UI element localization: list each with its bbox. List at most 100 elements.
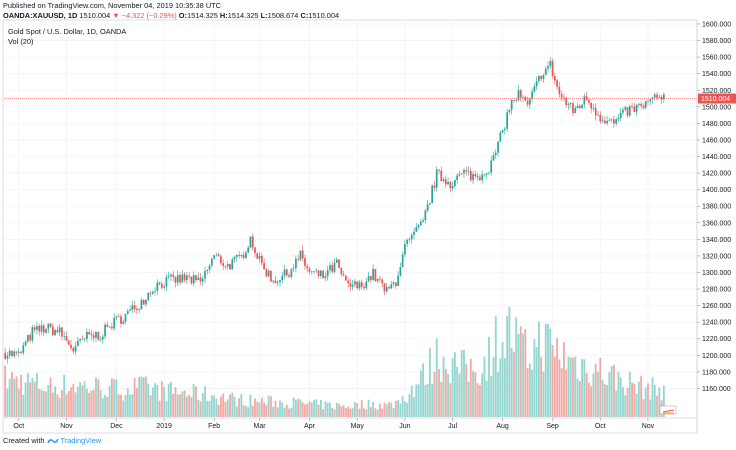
- volume-bar: [95, 377, 97, 417]
- volume-bar: [417, 384, 420, 417]
- volume-bar: [651, 377, 654, 417]
- volume-bar: [519, 326, 522, 417]
- x-tick-label: Jul: [448, 423, 457, 430]
- candle-body: [619, 112, 622, 118]
- volume-bar: [453, 352, 456, 417]
- candle-body: [279, 280, 281, 283]
- volume-bar: [374, 408, 377, 417]
- price-axis[interactable]: 1600.000 1580.000 1560.000 1540.000 1520.000…: [697, 22, 731, 393]
- volume-bar: [13, 378, 16, 417]
- x-tick-label: May: [351, 423, 365, 430]
- candle-body: [376, 278, 379, 281]
- volume-bar: [553, 356, 556, 417]
- last-price-badge: 1510.004: [698, 93, 736, 104]
- candle-body: [215, 254, 218, 256]
- candle-body: [542, 75, 545, 80]
- candle-body: [81, 339, 84, 340]
- volume-bar: [263, 402, 265, 417]
- volume-bar: [501, 342, 504, 417]
- candle-body: [608, 119, 611, 121]
- volume-bar: [590, 386, 593, 417]
- high-value: 1514.325: [227, 11, 259, 20]
- volume-bar: [163, 386, 166, 417]
- volume-bar: [653, 384, 656, 417]
- volume-bar: [222, 393, 225, 417]
- volume-bar: [108, 386, 111, 417]
- candle-body: [426, 204, 429, 211]
- volume-bar: [419, 370, 422, 417]
- candle-body: [638, 103, 640, 105]
- candle-body: [528, 98, 531, 105]
- volume-bar: [476, 383, 479, 417]
- candle-body: [635, 104, 638, 112]
- volume-bar: [410, 385, 413, 417]
- candle-body: [235, 255, 238, 257]
- candle-body: [26, 334, 29, 342]
- candle-body: [147, 292, 150, 300]
- volume-bar: [622, 387, 624, 417]
- volume-bar: [290, 407, 293, 417]
- volume-bar: [265, 405, 268, 417]
- volume-bar: [145, 376, 147, 417]
- volume-bar: [515, 317, 518, 417]
- volume-bar: [58, 397, 61, 417]
- candle-body: [567, 104, 570, 106]
- y-tick-label: 1420.000: [702, 171, 731, 178]
- candle-body: [644, 101, 647, 108]
- candle-body: [265, 269, 268, 277]
- candle-body: [201, 278, 204, 282]
- chart-pane[interactable]: [2, 19, 698, 434]
- volume-bar: [51, 392, 54, 417]
- candle-body: [113, 317, 116, 329]
- candle-body: [485, 173, 488, 175]
- candle-body: [199, 277, 202, 282]
- volume-bar: [92, 389, 95, 417]
- candle-body: [174, 277, 177, 283]
- volume-bar: [633, 383, 636, 417]
- volume-indicator-label[interactable]: Vol (20): [8, 37, 34, 46]
- candle-body: [106, 324, 109, 327]
- volume-bar: [585, 372, 588, 417]
- candle-body: [45, 328, 47, 333]
- candle-body: [479, 177, 481, 181]
- volume-bar: [188, 394, 191, 417]
- candle-body: [335, 259, 338, 263]
- volume-bar: [494, 316, 497, 417]
- candle-body: [74, 346, 77, 352]
- volume-bar: [329, 402, 331, 417]
- volume-bar: [583, 359, 586, 417]
- candle-body: [615, 119, 618, 124]
- volume-bar: [233, 396, 236, 417]
- time-axis[interactable]: Oct Nov Dec 2019 Feb Mar Apr May Jun Jul Aug Sep Oct…: [13, 418, 655, 430]
- volume-bar: [308, 401, 311, 417]
- candle-body: [535, 81, 538, 87]
- last-price: 1510.004: [79, 11, 111, 20]
- candle-body: [183, 274, 186, 281]
- volume-bar: [488, 337, 490, 417]
- volume-bar: [317, 404, 320, 417]
- candle-body: [67, 340, 70, 345]
- y-tick-label: 1480.000: [702, 121, 731, 128]
- volume-bar: [474, 372, 477, 417]
- candle-body: [170, 274, 172, 277]
- volume-bar: [122, 400, 125, 417]
- candle-body: [233, 256, 236, 260]
- volume-bar: [231, 392, 234, 417]
- low-label: L:: [260, 11, 268, 20]
- y-tick-label: 1360.000: [702, 220, 731, 227]
- volume-bar: [544, 323, 547, 417]
- candle-body: [429, 203, 431, 205]
- volume-bar: [140, 376, 143, 417]
- volume-bar: [563, 342, 565, 417]
- candle-body: [247, 247, 250, 253]
- candle-body: [656, 94, 658, 98]
- volume-bar: [499, 358, 502, 417]
- candle-body: [451, 186, 454, 189]
- candle-body: [197, 277, 200, 281]
- tradingview-brand[interactable]: TradingView: [60, 436, 102, 445]
- candle-body: [131, 305, 134, 310]
- candle-body: [379, 278, 381, 280]
- volume-bar: [347, 406, 350, 417]
- candle-body: [347, 280, 349, 284]
